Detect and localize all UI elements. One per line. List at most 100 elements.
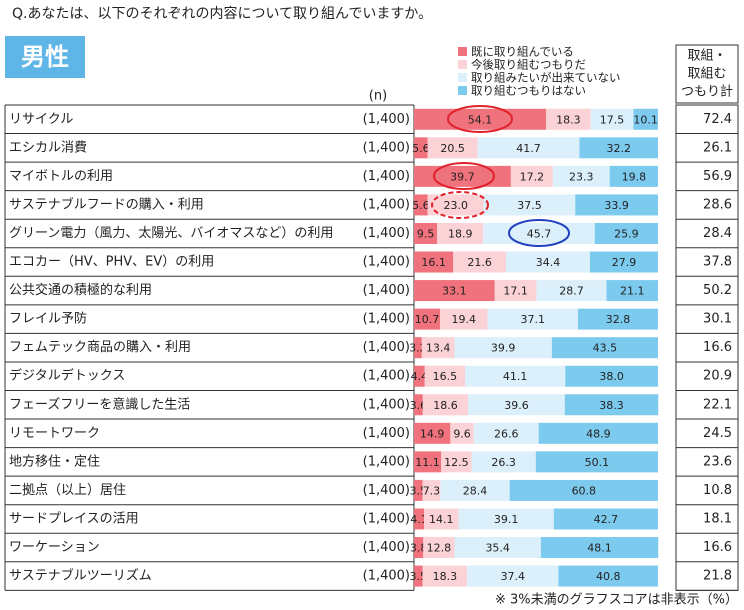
total-header: つもり計 [681, 84, 733, 100]
bar-label: 60.8 [572, 484, 597, 497]
row-n: (1,400) [363, 454, 410, 469]
row-n: (1,400) [363, 197, 410, 212]
bar-label: 38.0 [599, 370, 624, 383]
bar-segment [422, 479, 441, 501]
bar-label: 37.1 [520, 313, 545, 326]
n-header: (n) [369, 89, 387, 104]
row-label: 公共交通の積極的な利用 [9, 282, 152, 298]
bar-label: 21.6 [467, 256, 492, 269]
bar-segment [427, 137, 478, 159]
bar-segment [427, 194, 484, 216]
bar-label: 18.6 [433, 399, 458, 412]
bar-label: 38.3 [599, 399, 624, 412]
bar-segment [589, 251, 658, 273]
bar-segment [440, 479, 510, 501]
bar-segment [422, 394, 469, 416]
bar-label: 14.1 [429, 513, 454, 526]
bar-segment [487, 308, 578, 330]
bar-label: 12.5 [444, 456, 469, 469]
bar-label: 19.8 [622, 170, 647, 183]
bar-label: 5.6 [412, 142, 430, 155]
bar-segment [552, 165, 610, 187]
legend-label: 既に取り組んでいる [471, 45, 574, 59]
bar-segment [509, 479, 658, 501]
bar-segment [590, 108, 634, 130]
bar-label: 17.1 [503, 285, 528, 298]
bar-segment [575, 194, 658, 216]
bar-label: 19.4 [452, 313, 477, 326]
total-header: 取組む [687, 67, 726, 82]
bar-label: 9.6 [453, 427, 471, 440]
row-n: (1,400) [363, 140, 410, 155]
bar-segment [510, 165, 553, 187]
bar-segment [454, 537, 541, 559]
bar-label: 16.1 [421, 256, 446, 269]
bar-segment [553, 508, 658, 530]
bar-segment [414, 108, 547, 130]
row-n: (1,400) [363, 569, 410, 584]
bar-label: 26.6 [494, 427, 519, 440]
row-n: (1,400) [363, 540, 410, 555]
bar-label: 17.2 [520, 170, 545, 183]
bar-segment [414, 337, 422, 359]
row-total: 22.1 [703, 397, 732, 412]
bar-segment [538, 422, 658, 444]
bar-label: 32.2 [606, 142, 631, 155]
highlight [508, 219, 570, 247]
bar-label: 13.4 [426, 342, 451, 355]
row-total: 28.4 [703, 226, 732, 241]
bar-segment [458, 508, 554, 530]
bar-label: 42.7 [594, 513, 619, 526]
row-label: デジタルデトックス [9, 368, 125, 384]
row-label: リモートワーク [9, 426, 100, 441]
badge: 男性 [21, 43, 69, 71]
bar-label: 4.4 [411, 370, 429, 383]
footnote: ※ 3%未満のグラフスコアは非表示（%） [495, 593, 738, 608]
row-n: (1,400) [363, 369, 410, 384]
bar-segment [414, 194, 428, 216]
legend-swatch [458, 73, 467, 82]
row-total: 50.2 [703, 283, 732, 298]
bar-segment [453, 251, 506, 273]
bar-segment [477, 137, 580, 159]
row-n: (1,400) [363, 255, 410, 270]
bar-label: 40.8 [596, 570, 621, 583]
bar-label: 28.4 [463, 484, 488, 497]
bar-segment [467, 565, 559, 587]
legend-label: 取り組むつもりはない [471, 84, 586, 98]
bar-label: 9.5 [417, 227, 435, 240]
row-label: エコカー（HV、PHV、EV）の利用 [9, 255, 214, 270]
row-label: リサイクル [9, 112, 73, 127]
bar-segment [422, 565, 468, 587]
bar-label: 23.0 [443, 199, 468, 212]
bar-label: 33.1 [442, 285, 467, 298]
bar-label: 48.9 [586, 427, 611, 440]
bar-segment [464, 365, 566, 387]
bar-segment [437, 222, 484, 244]
row-label: フェムテック商品の購入・利用 [9, 340, 191, 355]
row-n: (1,400) [363, 112, 410, 127]
row-label: グリーン電力（風力、太陽光、バイオマスなど）の利用 [9, 226, 333, 241]
row-n: (1,400) [363, 226, 410, 241]
row-total: 18.1 [703, 511, 732, 526]
bar-label: 35.4 [485, 542, 510, 555]
bar-segment [565, 365, 658, 387]
row-n: (1,400) [363, 426, 410, 441]
bar-label: 5.6 [412, 199, 430, 212]
bar-segment [505, 251, 590, 273]
bar-segment [536, 280, 607, 302]
bar-label: 20.5 [440, 142, 465, 155]
bar-label: 18.9 [448, 227, 473, 240]
bar-label: 14.9 [420, 427, 445, 440]
row-n: (1,400) [363, 340, 410, 355]
row-n: (1,400) [363, 312, 410, 327]
bar-label: 54.1 [468, 113, 493, 126]
row-n: (1,400) [363, 483, 410, 498]
bar-label: 21.1 [620, 285, 645, 298]
bar-segment [454, 337, 552, 359]
row-label: エシカル消費 [9, 140, 87, 155]
row-total: 21.8 [703, 569, 732, 584]
bar-label: 7.3 [423, 484, 441, 497]
bar-segment [450, 422, 474, 444]
